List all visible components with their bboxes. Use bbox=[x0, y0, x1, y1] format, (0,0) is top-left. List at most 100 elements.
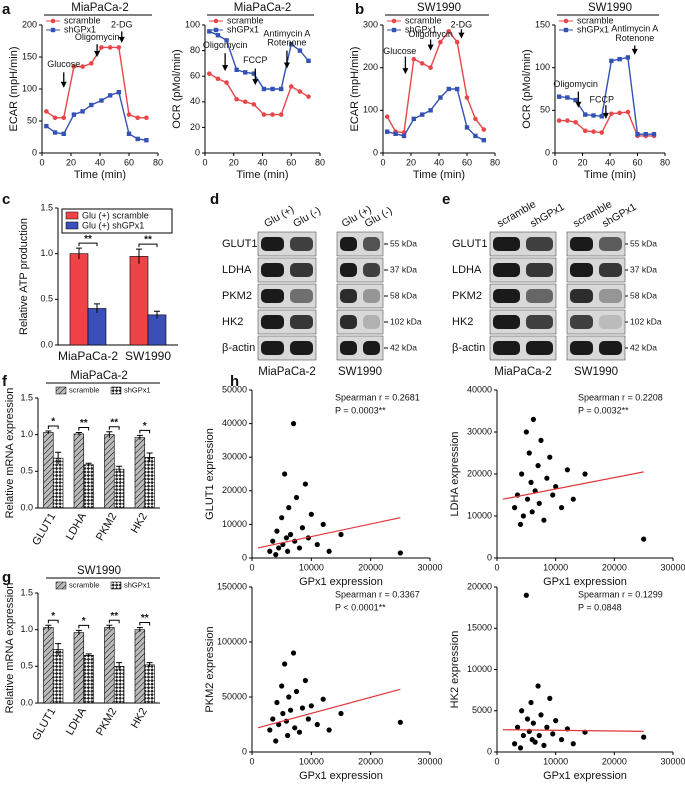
marker bbox=[306, 58, 311, 64]
error-bar bbox=[85, 462, 92, 467]
y-tick-label: 20000 bbox=[467, 581, 492, 591]
arrow-head bbox=[575, 101, 582, 108]
size-label: 58 kDa bbox=[630, 290, 657, 300]
marker bbox=[411, 116, 416, 122]
blot-band bbox=[261, 289, 284, 303]
blot-band bbox=[261, 237, 284, 251]
legend-label: shGPx1 bbox=[124, 580, 151, 589]
point bbox=[550, 492, 556, 498]
marker bbox=[401, 133, 407, 139]
blot-band bbox=[570, 263, 593, 277]
size-label: 42 kDa bbox=[390, 342, 417, 352]
point bbox=[550, 731, 556, 737]
marker bbox=[446, 86, 451, 92]
x-axis-label: GPx1 expression bbox=[543, 576, 627, 588]
y-tick-label: 1.0 bbox=[20, 429, 33, 439]
arrow-head bbox=[427, 44, 434, 51]
y-axis-label: OCR (pMol/min) bbox=[171, 49, 183, 128]
point bbox=[541, 742, 547, 749]
legend-marker bbox=[391, 18, 397, 24]
marker bbox=[582, 128, 588, 134]
point bbox=[299, 705, 306, 711]
marker bbox=[251, 71, 257, 76]
y-tick-label: 40000 bbox=[467, 384, 492, 394]
point bbox=[538, 712, 544, 718]
x-tick-label: 80 bbox=[315, 157, 325, 167]
x-tick-label: 20 bbox=[577, 157, 587, 167]
y-axis-label: Relative ATP production bbox=[18, 218, 30, 335]
x-tick-label: 20000 bbox=[602, 756, 627, 766]
marker bbox=[107, 45, 113, 50]
legend-label: scramble bbox=[227, 15, 264, 25]
size-label: 102 kDa bbox=[630, 316, 662, 326]
marker bbox=[411, 56, 417, 62]
annotation: Oligomycin bbox=[75, 32, 120, 42]
y-tick-label: 0 bbox=[373, 147, 378, 157]
y-tick-label: 40000 bbox=[222, 418, 247, 428]
annotation: Oligomycin bbox=[408, 29, 453, 39]
marker bbox=[71, 112, 77, 117]
arrow-head bbox=[118, 36, 125, 43]
legend-marker bbox=[213, 27, 219, 33]
point bbox=[517, 745, 524, 751]
blot-band bbox=[526, 289, 553, 303]
legend-label: scramble bbox=[577, 15, 614, 25]
bar bbox=[69, 253, 89, 346]
point bbox=[553, 484, 559, 490]
y-tick-label: 0.0 bbox=[40, 339, 53, 349]
blot-band bbox=[340, 263, 357, 277]
blot-band bbox=[570, 289, 593, 303]
significance-label: * bbox=[51, 417, 55, 428]
marker bbox=[44, 123, 49, 129]
arrow-head bbox=[60, 81, 67, 88]
significance-bracket bbox=[78, 624, 90, 629]
annotation: Oligomycin bbox=[203, 40, 248, 50]
marker bbox=[107, 93, 113, 98]
marker bbox=[481, 138, 486, 143]
point bbox=[528, 699, 534, 706]
error-bar bbox=[55, 451, 62, 464]
marker bbox=[473, 133, 478, 139]
point bbox=[536, 732, 542, 739]
marker bbox=[224, 80, 229, 85]
y-tick-label: 0 bbox=[32, 147, 37, 157]
x-tick-label: 40 bbox=[257, 157, 267, 167]
panel-label: f bbox=[2, 373, 8, 390]
bar bbox=[129, 256, 149, 346]
legend-label: scramble bbox=[69, 580, 99, 589]
x-tick-label: 10000 bbox=[543, 562, 568, 572]
y-tick-label: 1.0 bbox=[20, 624, 33, 634]
x-tick-label: SW1990 bbox=[125, 349, 171, 363]
marker bbox=[583, 112, 588, 117]
legend-label: shGPx1 bbox=[405, 24, 437, 34]
point bbox=[544, 724, 550, 730]
point bbox=[293, 494, 300, 501]
cell-line-label: MiaPaCa-2 bbox=[258, 366, 316, 378]
point bbox=[282, 661, 288, 667]
legend-marker bbox=[50, 27, 56, 33]
point bbox=[273, 738, 279, 744]
cell-line-label: SW1990 bbox=[338, 366, 382, 378]
statistic: Spearman r = 0.2681 bbox=[335, 392, 420, 402]
y-tick-label: 150 bbox=[535, 19, 550, 29]
marker bbox=[289, 42, 294, 47]
arrow-head bbox=[458, 32, 465, 39]
x-tick-label: 20 bbox=[66, 157, 76, 167]
error-bar bbox=[94, 303, 100, 314]
significance-bracket bbox=[47, 425, 59, 429]
y-tick-label: 0.5 bbox=[20, 661, 33, 671]
marker bbox=[243, 70, 248, 75]
marker bbox=[428, 108, 433, 113]
y-tick-label: 100 bbox=[22, 83, 37, 93]
y-tick-label: 100 bbox=[185, 19, 200, 29]
x-axis-label: GPx1 expression bbox=[299, 770, 383, 782]
error-bar bbox=[85, 653, 92, 657]
x-tick-label: 0 bbox=[249, 756, 254, 766]
error-bar bbox=[136, 434, 143, 440]
error-bar bbox=[116, 465, 123, 473]
statistic: Spearman r = 0.1299 bbox=[578, 589, 663, 599]
point bbox=[547, 695, 553, 701]
marker bbox=[556, 94, 562, 99]
point bbox=[276, 545, 282, 551]
legend-marker bbox=[563, 18, 569, 24]
